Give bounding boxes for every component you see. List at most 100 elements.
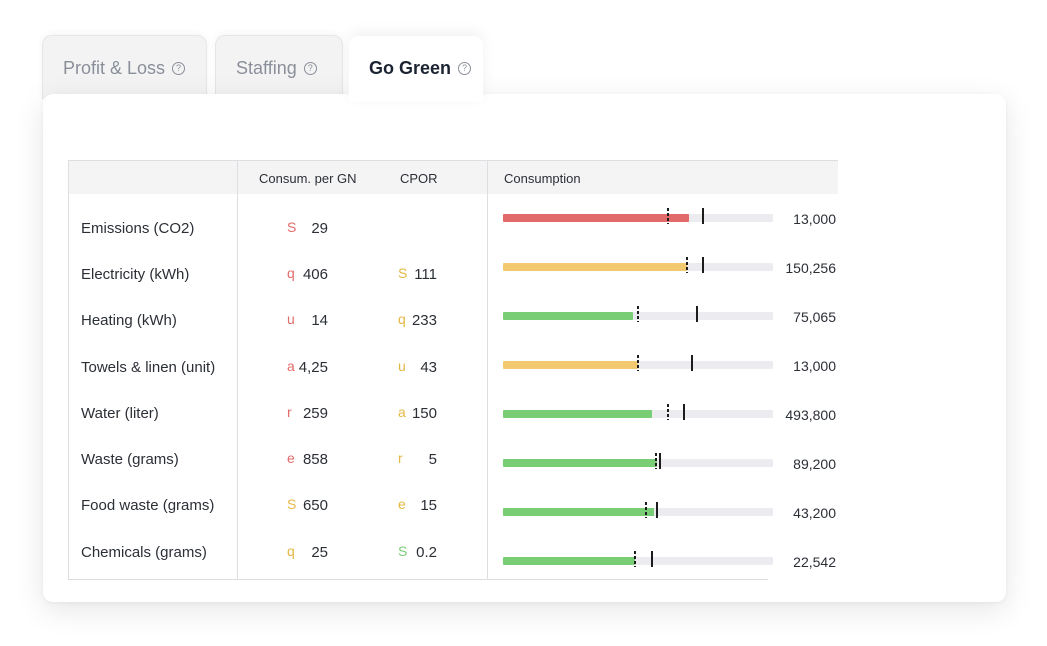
consumption-value: 22,542 bbox=[793, 554, 836, 570]
consumption-bar bbox=[503, 453, 773, 469]
table-row[interactable]: Water (liter) r 259 a 150 493,800 bbox=[68, 160, 838, 423]
benchmark-dashed-marker bbox=[666, 208, 669, 224]
gn-rank-icon: S bbox=[287, 219, 297, 235]
header-consumption[interactable]: Consumption bbox=[504, 171, 581, 186]
benchmark-dashed-marker bbox=[637, 306, 639, 322]
gn-value: 14 bbox=[311, 312, 328, 329]
gn-rank-icon: q bbox=[287, 543, 295, 559]
consumption-bar-fill bbox=[503, 361, 638, 369]
metric-label: Chemicals (grams) bbox=[81, 544, 207, 561]
column-divider bbox=[68, 160, 69, 580]
benchmark-dashed-marker bbox=[654, 453, 657, 469]
column-divider bbox=[237, 160, 238, 580]
target-solid-marker bbox=[650, 551, 653, 567]
gn-rank-icon: r bbox=[287, 404, 292, 420]
benchmark-dashed-marker bbox=[666, 404, 669, 420]
cpor-rank-icon: u bbox=[398, 358, 406, 374]
cpor-rank-icon: S bbox=[398, 265, 408, 281]
table-row[interactable]: Chemicals (grams) q 25 S 0.2 22,542 bbox=[68, 160, 838, 570]
cpor-rank-icon: e bbox=[398, 496, 406, 512]
consumption-bar-fill bbox=[503, 410, 652, 418]
consumption-bar bbox=[503, 551, 773, 567]
target-solid-marker bbox=[696, 306, 699, 322]
gn-value: 4,25 bbox=[298, 359, 328, 376]
help-icon[interactable]: ? bbox=[458, 62, 472, 75]
table-header: Consum. per GN CPOR Consumption bbox=[68, 160, 838, 194]
help-icon[interactable]: ? bbox=[303, 62, 317, 75]
cpor-value: 15 bbox=[420, 497, 437, 514]
metric-label: Electricity (kWh) bbox=[81, 266, 190, 283]
consumption-value: 150,256 bbox=[785, 260, 836, 276]
consumption-bar bbox=[503, 502, 773, 518]
tab-staffing[interactable]: Staffing ? bbox=[215, 35, 343, 99]
consumption-value: 13,000 bbox=[793, 358, 836, 374]
consumption-bar bbox=[503, 306, 773, 322]
metric-label: Water (liter) bbox=[81, 405, 159, 422]
gn-value: 650 bbox=[302, 497, 328, 514]
consumption-bar bbox=[503, 208, 773, 224]
gn-value: 29 bbox=[311, 220, 328, 237]
gn-value: 259 bbox=[302, 405, 328, 422]
consumption-bar-fill bbox=[503, 312, 633, 320]
help-icon[interactable]: ? bbox=[172, 62, 186, 75]
gn-rank-icon: a bbox=[287, 358, 295, 374]
target-solid-marker bbox=[701, 208, 704, 224]
table-bottom-border bbox=[68, 579, 768, 580]
gn-rank-icon: q bbox=[287, 265, 295, 281]
cpor-value: 111 bbox=[414, 266, 437, 283]
consumption-value: 493,800 bbox=[785, 407, 836, 423]
gn-value: 25 bbox=[311, 544, 328, 561]
target-solid-marker bbox=[701, 257, 704, 273]
table-row[interactable]: Heating (kWh) u 14 q 233 75,065 bbox=[68, 160, 838, 329]
tab-go-green-label: Go Green bbox=[369, 58, 452, 78]
consumption-table: Consum. per GN CPOR Consumption Emission… bbox=[68, 160, 838, 602]
benchmark-dashed-marker bbox=[637, 355, 639, 371]
cpor-value: 233 bbox=[411, 312, 437, 329]
cpor-value: 0.2 bbox=[416, 544, 437, 561]
gn-rank-icon: e bbox=[287, 450, 295, 466]
tab-profit-loss-label: Profit & Loss bbox=[63, 58, 166, 78]
tab-profit-loss[interactable]: Profit & Loss ? bbox=[42, 35, 207, 99]
consumption-value: 75,065 bbox=[793, 309, 836, 325]
gn-rank-icon: S bbox=[287, 496, 297, 512]
tab-staffing-label: Staffing bbox=[236, 58, 297, 78]
consumption-value: 89,200 bbox=[793, 456, 836, 472]
metric-label: Towels & linen (unit) bbox=[81, 359, 216, 376]
consumption-bar-fill bbox=[503, 508, 655, 516]
consumption-bar-fill bbox=[503, 214, 690, 222]
column-divider bbox=[487, 160, 488, 580]
cpor-rank-icon: S bbox=[398, 543, 408, 559]
consumption-bar-fill bbox=[503, 459, 657, 467]
cpor-value: 43 bbox=[420, 359, 437, 376]
consumption-value: 43,200 bbox=[793, 505, 836, 521]
cpor-value: 5 bbox=[428, 451, 437, 468]
target-solid-marker bbox=[658, 453, 661, 469]
table-row[interactable]: Electricity (kWh) q 406 S 111 150,256 bbox=[68, 160, 838, 283]
cpor-value: 150 bbox=[411, 405, 437, 422]
target-solid-marker bbox=[691, 355, 693, 371]
table-row[interactable]: Waste (grams) e 858 r 5 89,200 bbox=[68, 160, 838, 472]
table-row[interactable]: Food waste (grams) S 650 e 15 43,200 bbox=[68, 160, 838, 521]
gn-rank-icon: u bbox=[287, 311, 295, 327]
target-solid-marker bbox=[682, 404, 685, 420]
cpor-rank-icon: q bbox=[398, 311, 406, 327]
metric-label: Heating (kWh) bbox=[81, 312, 177, 329]
header-consum-per-gn[interactable]: Consum. per GN bbox=[259, 171, 357, 186]
benchmark-dashed-marker bbox=[645, 502, 648, 518]
table-row[interactable]: Towels & linen (unit) a 4,25 u 43 13,000 bbox=[68, 160, 838, 376]
table-row[interactable]: Emissions (CO2) S 29 13,000 bbox=[68, 160, 838, 237]
consumption-bar-fill bbox=[503, 557, 636, 565]
go-green-panel: Consum. per GN CPOR Consumption Emission… bbox=[43, 94, 1006, 602]
metric-label: Emissions (CO2) bbox=[81, 220, 195, 237]
metric-label: Waste (grams) bbox=[81, 451, 179, 468]
consumption-value: 13,000 bbox=[793, 211, 836, 227]
gn-value: 858 bbox=[302, 451, 328, 468]
consumption-bar bbox=[503, 404, 773, 420]
target-solid-marker bbox=[655, 502, 658, 518]
cpor-rank-icon: r bbox=[398, 450, 403, 466]
benchmark-dashed-marker bbox=[634, 551, 637, 567]
header-cpor[interactable]: CPOR bbox=[400, 171, 438, 186]
tab-go-green[interactable]: Go Green ? bbox=[349, 36, 483, 102]
cpor-rank-icon: a bbox=[398, 404, 406, 420]
consumption-bar bbox=[503, 355, 773, 371]
